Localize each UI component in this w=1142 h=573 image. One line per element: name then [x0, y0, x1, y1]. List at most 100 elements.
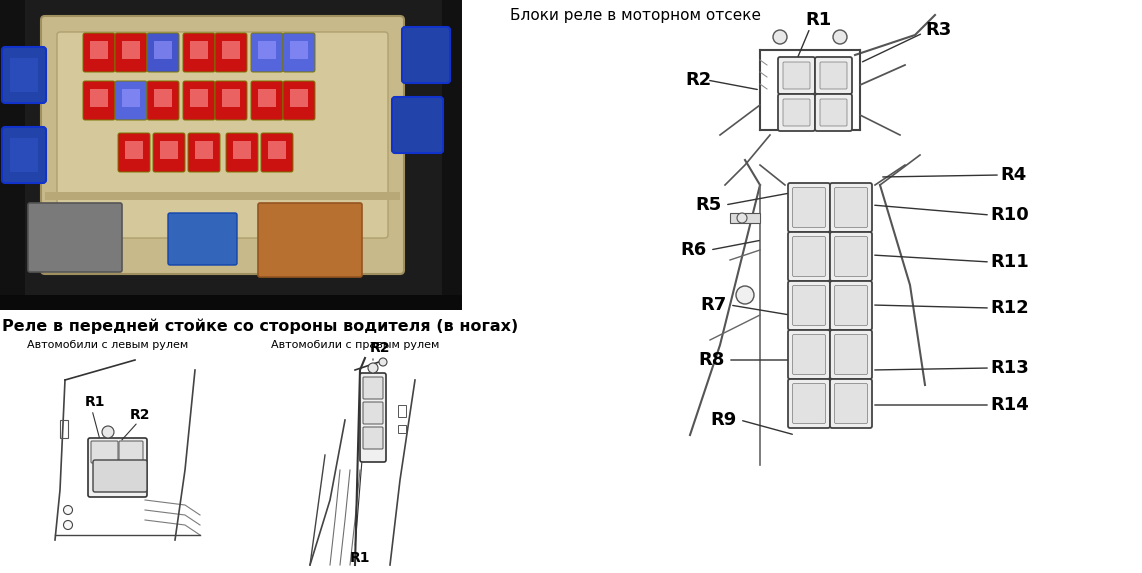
Text: R6: R6: [679, 241, 706, 259]
FancyBboxPatch shape: [830, 232, 872, 281]
Bar: [290, 41, 308, 59]
Text: R9: R9: [710, 411, 737, 429]
Text: R12: R12: [990, 299, 1029, 317]
Text: R10: R10: [990, 206, 1029, 224]
Bar: [0, 0, 463, 310]
Bar: [233, 141, 251, 159]
FancyBboxPatch shape: [41, 16, 404, 274]
FancyBboxPatch shape: [363, 427, 383, 449]
Bar: [442, 0, 463, 310]
FancyBboxPatch shape: [793, 335, 826, 375]
Text: R7: R7: [700, 296, 726, 314]
Bar: [222, 41, 240, 59]
Bar: [61, 420, 69, 438]
FancyBboxPatch shape: [793, 187, 826, 227]
Bar: [399, 405, 407, 417]
FancyBboxPatch shape: [91, 441, 118, 463]
FancyBboxPatch shape: [215, 81, 247, 120]
FancyBboxPatch shape: [215, 33, 247, 72]
Bar: [10, 138, 38, 172]
FancyBboxPatch shape: [830, 330, 872, 379]
FancyBboxPatch shape: [788, 330, 830, 379]
FancyBboxPatch shape: [262, 133, 293, 172]
Circle shape: [368, 363, 378, 373]
FancyBboxPatch shape: [815, 57, 852, 94]
FancyBboxPatch shape: [251, 81, 283, 120]
Bar: [730, 213, 759, 223]
FancyBboxPatch shape: [360, 373, 386, 462]
Text: Реле в передней стойке со стороны водителя (в ногах): Реле в передней стойке со стороны водите…: [2, 318, 518, 333]
Bar: [160, 141, 178, 159]
Bar: [122, 89, 140, 107]
Text: R8: R8: [698, 351, 724, 369]
FancyBboxPatch shape: [2, 47, 46, 103]
FancyBboxPatch shape: [283, 33, 315, 72]
Circle shape: [735, 286, 754, 304]
Bar: [0, 295, 463, 310]
Bar: [222, 89, 240, 107]
FancyBboxPatch shape: [820, 62, 847, 89]
FancyBboxPatch shape: [392, 97, 443, 153]
FancyBboxPatch shape: [788, 183, 830, 232]
FancyBboxPatch shape: [83, 81, 115, 120]
FancyBboxPatch shape: [830, 183, 872, 232]
FancyBboxPatch shape: [835, 285, 868, 325]
FancyBboxPatch shape: [788, 281, 830, 330]
Text: R1: R1: [85, 395, 105, 409]
FancyBboxPatch shape: [118, 133, 150, 172]
Circle shape: [737, 213, 747, 223]
FancyBboxPatch shape: [402, 27, 450, 83]
Text: R1: R1: [805, 11, 831, 29]
FancyBboxPatch shape: [115, 33, 147, 72]
Text: Автомобили с правым рулем: Автомобили с правым рулем: [271, 340, 440, 350]
FancyBboxPatch shape: [147, 33, 179, 72]
FancyBboxPatch shape: [183, 81, 215, 120]
FancyBboxPatch shape: [835, 383, 868, 423]
FancyBboxPatch shape: [119, 441, 143, 463]
FancyBboxPatch shape: [153, 133, 185, 172]
FancyBboxPatch shape: [793, 285, 826, 325]
Circle shape: [64, 505, 72, 515]
FancyBboxPatch shape: [93, 460, 147, 492]
FancyBboxPatch shape: [258, 203, 362, 277]
Bar: [195, 141, 214, 159]
FancyBboxPatch shape: [226, 133, 258, 172]
FancyBboxPatch shape: [793, 237, 826, 277]
Text: R3: R3: [925, 21, 951, 39]
Bar: [190, 41, 208, 59]
FancyBboxPatch shape: [815, 94, 852, 131]
FancyBboxPatch shape: [251, 33, 283, 72]
Bar: [399, 425, 407, 433]
FancyBboxPatch shape: [793, 383, 826, 423]
FancyBboxPatch shape: [778, 57, 815, 94]
Bar: [154, 89, 172, 107]
FancyBboxPatch shape: [147, 81, 179, 120]
Bar: [154, 41, 172, 59]
Circle shape: [379, 358, 387, 366]
Bar: [258, 41, 276, 59]
Circle shape: [64, 520, 72, 529]
FancyBboxPatch shape: [830, 281, 872, 330]
Text: R1: R1: [349, 551, 370, 565]
Text: R14: R14: [990, 396, 1029, 414]
FancyBboxPatch shape: [835, 187, 868, 227]
Text: R2: R2: [685, 71, 711, 89]
Bar: [268, 141, 286, 159]
Circle shape: [102, 426, 114, 438]
FancyBboxPatch shape: [788, 379, 830, 428]
Bar: [190, 89, 208, 107]
Bar: [90, 89, 108, 107]
Text: R4: R4: [1000, 166, 1027, 184]
Bar: [124, 141, 143, 159]
Text: R13: R13: [990, 359, 1029, 377]
Bar: [10, 58, 38, 92]
FancyBboxPatch shape: [57, 32, 388, 238]
FancyBboxPatch shape: [830, 379, 872, 428]
FancyBboxPatch shape: [835, 335, 868, 375]
Text: R2: R2: [130, 408, 151, 422]
Circle shape: [773, 30, 787, 44]
Text: Блоки реле в моторном отсеке: Блоки реле в моторном отсеке: [510, 8, 761, 23]
Text: R11: R11: [990, 253, 1029, 271]
FancyBboxPatch shape: [778, 94, 815, 131]
Text: Автомобили с левым рулем: Автомобили с левым рулем: [27, 340, 188, 350]
